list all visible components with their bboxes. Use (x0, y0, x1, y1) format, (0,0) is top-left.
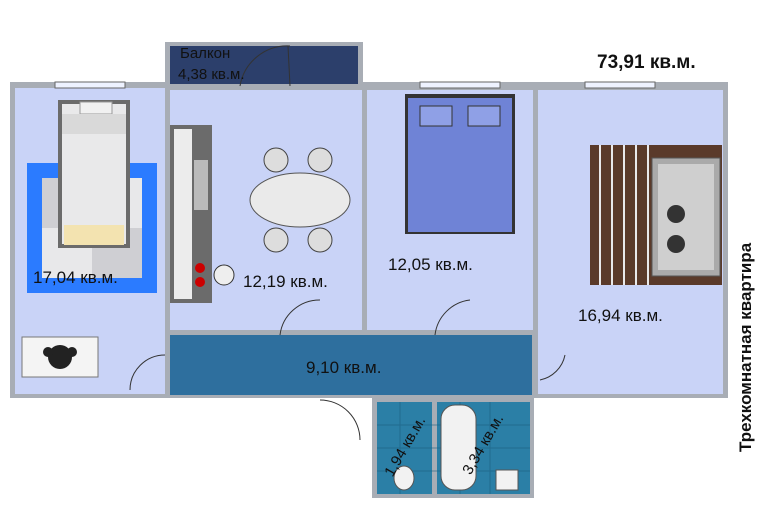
sink (495, 469, 519, 491)
area-kitchen: 12,19 кв.м. (243, 272, 328, 291)
sofa (651, 157, 721, 277)
area-hallway: 9,10 кв.м. (306, 358, 382, 377)
door-arcs (129, 299, 566, 441)
toilet-bowl (393, 465, 415, 491)
bathtub (440, 404, 477, 491)
plan-title: Трехкомнатная квартира (736, 242, 755, 452)
area-bedroom-middle: 12,05 кв.м. (388, 255, 473, 274)
single-bed (58, 100, 130, 248)
balcony-area: 4,38 кв.м. (178, 66, 245, 83)
area-living-room: 16,94 кв.м. (578, 306, 663, 325)
plant-decor (21, 336, 99, 378)
total-area: 73,91 кв.м. (597, 52, 696, 73)
windows (54, 81, 656, 89)
kitchen-counter (170, 125, 235, 303)
dining-table (249, 147, 351, 253)
balcony-name: Балкон (180, 45, 231, 62)
room-hallway (170, 335, 532, 395)
double-bed (405, 94, 515, 234)
area-bedroom-left: 17,04 кв.м. (33, 268, 118, 287)
